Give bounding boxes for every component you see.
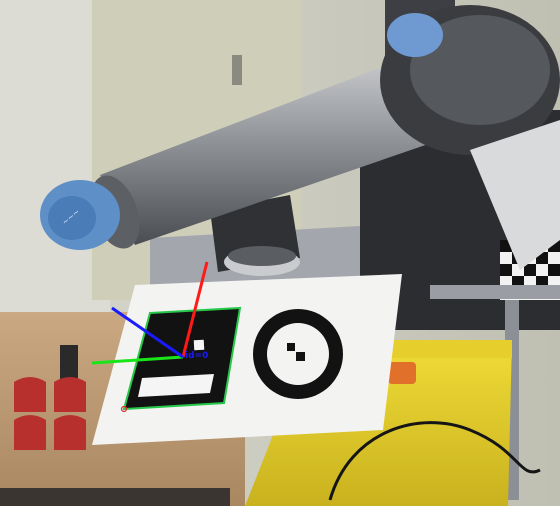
door-hinge <box>232 55 242 85</box>
box-logo <box>14 377 86 450</box>
left-wall-panel <box>0 0 110 320</box>
metal-rail <box>430 285 560 299</box>
box-tape <box>60 345 78 385</box>
cable <box>328 421 541 501</box>
marker-corner-dot <box>120 405 128 413</box>
robot-blue-end-cap: ~~~ <box>40 180 120 250</box>
robot-wrist-joint <box>210 195 300 276</box>
bin-rim <box>380 340 512 358</box>
z-axis-line <box>111 306 184 359</box>
y-axis-line <box>91 355 184 365</box>
marker-id-label: id=0 <box>185 351 208 361</box>
floor-strip <box>0 488 230 506</box>
marker-outline <box>122 306 242 411</box>
orange-component <box>388 362 416 384</box>
pose-axes: id=0 <box>91 261 209 365</box>
robot-upper-joint <box>380 5 560 270</box>
circular-fiducial-marker <box>253 309 343 399</box>
x-axis-line <box>181 261 209 358</box>
